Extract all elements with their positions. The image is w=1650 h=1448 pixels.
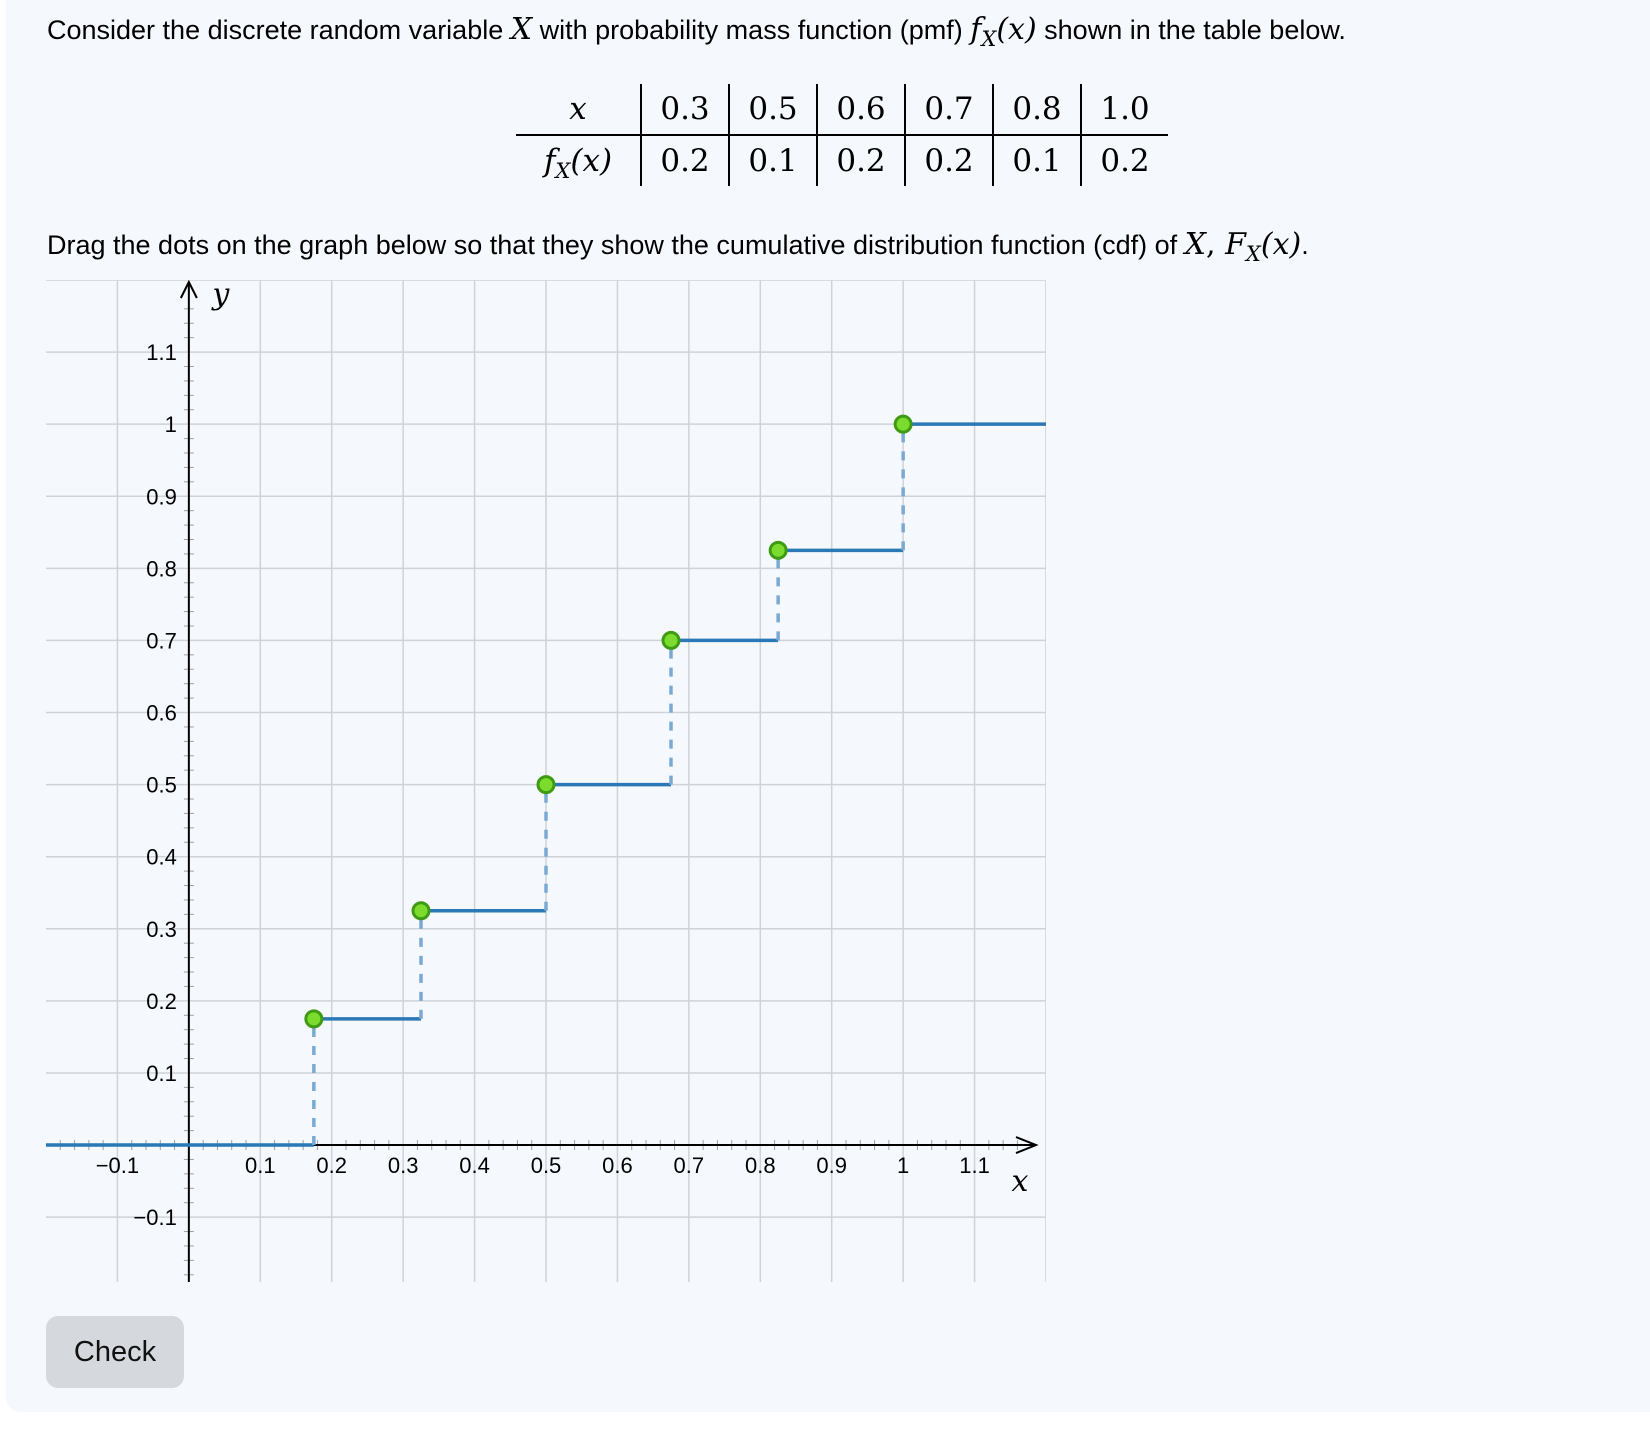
x-tick-label: −0.1 [96,1153,139,1178]
pmf-x-value: 0.6 [816,84,905,135]
x-tick-label: 1 [897,1153,909,1178]
pmf-p-value: 0.1 [992,134,1081,186]
pmf-p-value: 0.2 [816,134,905,186]
x-tick-label: 0.8 [745,1153,776,1178]
pmf-x-value: 0.3 [640,84,729,135]
y-tick-label: 0.1 [146,1061,177,1086]
intro-text: Consider the discrete random variable X … [47,12,1346,52]
pmf-table: x 0.3 0.5 0.6 0.7 0.8 1.0 fX(x) 0.2 0.1 … [516,84,1168,186]
y-tick-label: 0.2 [146,989,177,1014]
pmf-x-row: x 0.3 0.5 0.6 0.7 0.8 1.0 [516,84,1168,135]
y-axis-label: y [210,280,230,312]
x-tick-label: 0.4 [459,1153,490,1178]
drag-instruction: Drag the dots on the graph below so that… [47,227,1309,267]
pmf-f-letter: f [543,143,556,179]
x-tick-label: 1.1 [959,1153,990,1178]
pmf-p-value: 0.2 [1080,134,1168,186]
draggable-dot[interactable] [536,775,556,795]
pmf-x-value: 0.8 [992,84,1081,135]
y-tick-label: 0.8 [146,556,177,581]
x-axis-arrow [1015,1136,1039,1154]
pmf-p-value: 0.1 [728,134,817,186]
drag-before: Drag the dots on the graph below so that… [47,230,1185,260]
pmf-p-value: 0.2 [904,134,993,186]
y-tick-label: 0.9 [146,484,177,509]
pmf-x-value: 1.0 [1080,84,1168,135]
y-tick-label: 1 [165,412,177,437]
cdf-arg: (x) [1260,227,1302,262]
y-tick-label: 0.6 [146,701,177,726]
pmf-f-label: fX(x) [516,134,641,186]
pmf-sub: X [981,27,997,51]
cdf-sub: X [1245,242,1261,266]
check-button[interactable]: Check [46,1316,184,1388]
x-tick-label: 0.3 [388,1153,419,1178]
pmf-x-value: 0.7 [904,84,993,135]
pmf-p-value: 0.2 [640,134,729,186]
x-tick-label: 0.9 [816,1153,847,1178]
pmf-x-label: x [569,91,587,127]
cdf-F: F [1225,227,1246,262]
y-tick-label: 0.7 [146,628,177,653]
pmf-f-row: fX(x) 0.2 0.1 0.2 0.2 0.1 0.2 [516,134,1168,186]
pmf-arg: (x) [996,12,1037,47]
var-x: X [510,12,533,47]
pmf-x-value: 0.5 [728,84,817,135]
y-tick-label: 0.4 [146,845,177,870]
intro-after: shown in the table below. [1036,15,1346,45]
pmf-f-sub: X [555,159,571,183]
question-panel [6,0,1650,1412]
intro-before: Consider the discrete random variable [47,15,511,45]
pmf-f: f [970,12,982,47]
cdf-graph[interactable]: −0.1 0.1 0.2 0.3 0.4 0.5 0.6 0.7 0.8 0.9 1 1.1 1.1 1 0… [46,280,1046,1282]
draggable-dot[interactable] [304,1009,324,1029]
drag-var: X [1184,227,1206,262]
y-tick-label: 0.5 [146,773,177,798]
intro-mid: with probability mass function (pmf) [532,15,971,45]
drag-comma: , [1206,227,1226,262]
y-tick-label: 0.3 [146,917,177,942]
x-tick-label: 0.5 [531,1153,562,1178]
x-tick-label: 0.1 [245,1153,276,1178]
draggable-dot[interactable] [893,414,913,434]
draggable-dot[interactable] [768,540,788,560]
drag-end: . [1301,230,1309,260]
pmf-f-arg: (x) [570,143,613,179]
y-tick-label: −0.1 [133,1205,176,1230]
y-tick-label: 1.1 [146,340,177,365]
draggable-dot[interactable] [411,901,431,921]
draggable-dot[interactable] [661,630,681,650]
x-tick-label: 0.7 [674,1153,705,1178]
x-tick-label: 0.6 [602,1153,633,1178]
x-axis-label: x [1012,1164,1029,1199]
y-axis-arrow [179,280,198,299]
x-tick-label: 0.2 [316,1153,347,1178]
